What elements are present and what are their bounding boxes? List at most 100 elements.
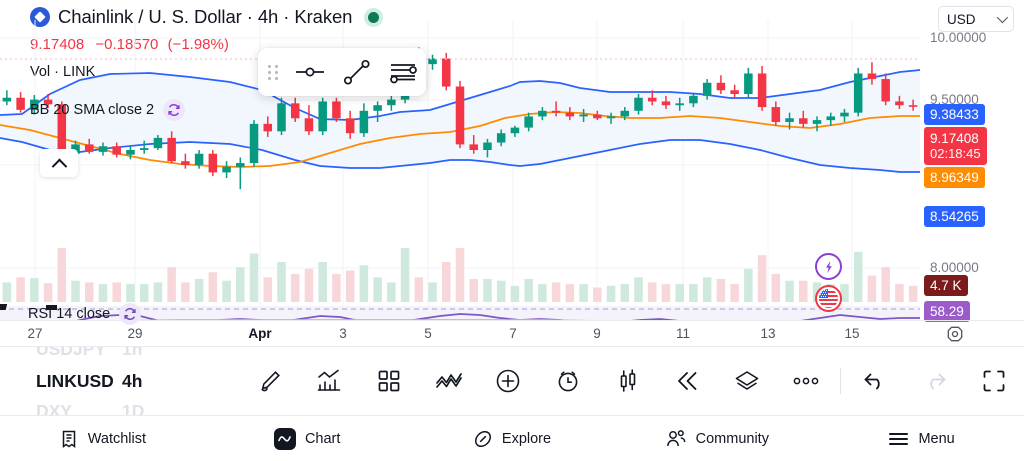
time-axis-tick: 7 — [509, 326, 517, 341]
volume-series — [2, 248, 918, 302]
people-icon — [666, 429, 686, 446]
undo-icon[interactable] — [845, 346, 905, 415]
trend-line-tool-icon[interactable] — [334, 48, 380, 96]
list-item-selected[interactable]: LINKUSD 4h — [0, 369, 142, 393]
price-axis-tick: 9.50000 — [930, 92, 979, 107]
chart-toolbar[interactable] — [240, 346, 1024, 415]
time-axis-tick: Apr — [248, 326, 272, 341]
rsi-value-badge[interactable]: 58.29 — [924, 301, 970, 322]
badge-value: 8.96349 — [930, 170, 979, 185]
symbol-name: USDJPY — [36, 346, 107, 359]
badge-value: 4.7 K — [930, 278, 962, 293]
nav-item-community[interactable]: Community — [614, 416, 819, 461]
symbol-name: DXY — [36, 400, 72, 416]
volume-value-badge[interactable]: 4.7 K — [924, 275, 968, 296]
chart-canvas[interactable] — [0, 20, 920, 320]
symbol-quick-switcher[interactable]: USDJPY 1h LINKUSD 4h DXY 1D — [0, 346, 1024, 415]
layers-icon[interactable] — [717, 346, 777, 415]
horizontal-line-tool-icon[interactable] — [288, 48, 334, 96]
chevron-down-icon — [996, 11, 1009, 24]
change-absolute: −0.18570 — [95, 36, 159, 53]
price-axis[interactable]: 10.00000 9.50000 8.00000 9.38433 9.17408 02:1… — [920, 20, 1024, 322]
refresh-icon[interactable] — [119, 303, 142, 325]
symbol-timeframe: 1h — [122, 346, 143, 359]
nav-label: Menu — [918, 430, 955, 447]
time-axis-tick: 11 — [675, 326, 691, 341]
refresh-icon[interactable] — [163, 99, 186, 121]
floating-drawing-toolbar[interactable] — [258, 48, 426, 96]
bollinger-upper-line — [0, 69, 920, 121]
price-axis-tick: 10.00000 — [930, 30, 987, 45]
rsi-legend[interactable]: RSI 14 close — [28, 303, 142, 325]
rsi-line — [76, 313, 920, 320]
list-item[interactable]: DXY 1D — [0, 399, 145, 416]
badge-countdown: 02:18:45 — [930, 146, 981, 161]
time-axis-tick: 3 — [339, 326, 347, 341]
chart-settings-icon[interactable] — [946, 325, 964, 348]
price-axis-tick: 8.00000 — [930, 260, 979, 275]
nav-item-chart[interactable]: Chart — [205, 416, 410, 461]
candle-style-icon[interactable] — [598, 346, 658, 415]
rsi-marker-2 — [0, 304, 8, 310]
bollinger-lower-line — [0, 137, 920, 173]
fullscreen-icon[interactable] — [964, 346, 1024, 415]
last-price-badge[interactable]: 9.17408 02:18:45 — [924, 127, 987, 165]
nav-item-watchlist[interactable]: Watchlist — [0, 416, 205, 461]
drawing-tools-icon[interactable] — [240, 346, 300, 415]
badge-value: 8.54265 — [930, 209, 979, 224]
badge-value: 58.29 — [930, 304, 964, 319]
badge-value: 9.38433 — [930, 107, 979, 122]
time-axis-tick: 27 — [27, 326, 43, 341]
symbol-timeframe: 4h — [122, 370, 143, 391]
time-axis-tick: 13 — [760, 326, 776, 341]
hamburger-icon — [889, 432, 909, 445]
redo-icon — [905, 346, 965, 415]
nav-item-explore[interactable]: Explore — [410, 416, 615, 461]
toolbar-divider — [840, 367, 842, 394]
rsi-pane-bg — [0, 306, 920, 320]
replay-rewind-icon[interactable] — [657, 346, 717, 415]
symbol-timeframe: 1D — [122, 400, 145, 416]
time-axis-tick: 29 — [127, 326, 143, 341]
nav-item-menu[interactable]: Menu — [819, 416, 1024, 461]
time-axis-tick: 15 — [844, 326, 860, 341]
chevron-up-icon — [51, 158, 67, 174]
volume-legend[interactable]: Vol · LINK — [30, 64, 96, 80]
currency-select-value: USD — [947, 11, 976, 27]
symbol-name: LINKUSD — [36, 370, 114, 391]
time-axis-tick: 9 — [593, 326, 601, 341]
drag-grip-icon[interactable] — [258, 64, 288, 80]
sma-basis-line — [0, 111, 920, 168]
market-open-dot-icon — [364, 7, 384, 27]
indicators-icon[interactable] — [300, 346, 360, 415]
list-item[interactable]: USDJPY 1h — [0, 346, 143, 361]
watchlist-icon — [62, 430, 75, 448]
page-title: Chainlink / U. S. Dollar · 4h · Kraken — [58, 6, 353, 27]
bb-lower-price-badge[interactable]: 8.54265 — [924, 206, 985, 227]
change-percent: (−1.98%) — [167, 36, 229, 53]
us-flag-fab-icon[interactable] — [815, 285, 842, 312]
last-price: 9.17408 — [30, 36, 85, 53]
bottom-navigation[interactable]: Watchlist Chart Explore Com — [0, 415, 1024, 461]
lightning-fab-icon[interactable] — [815, 253, 842, 280]
bollinger-bands-label: BB 20 SMA close 2 — [30, 102, 155, 118]
compass-icon — [474, 430, 491, 447]
layouts-icon[interactable] — [359, 346, 419, 415]
rsi-marker-1 — [46, 305, 57, 310]
more-options-icon[interactable] — [777, 346, 837, 415]
time-axis-tick: 5 — [424, 326, 432, 341]
alert-clock-icon[interactable] — [538, 346, 598, 415]
nav-label: Community — [695, 430, 769, 447]
patterns-icon[interactable] — [419, 346, 479, 415]
bb-upper-price-badge[interactable]: 9.38433 — [924, 104, 985, 125]
drawing-settings-icon[interactable] — [380, 48, 426, 96]
add-symbol-icon[interactable] — [479, 346, 539, 415]
sma-price-badge[interactable]: 8.96349 — [924, 167, 985, 188]
currency-select[interactable]: USD — [938, 6, 1014, 32]
chart-header: Chainlink / U. S. Dollar · 4h · Kraken 9… — [0, 0, 1024, 95]
pane-collapse-button[interactable] — [40, 149, 78, 177]
bollinger-bands-legend[interactable]: BB 20 SMA close 2 — [30, 99, 186, 121]
time-axis[interactable]: 27 29 Apr 3 5 7 9 11 13 15 — [0, 320, 1024, 346]
chart-icon — [273, 427, 296, 450]
